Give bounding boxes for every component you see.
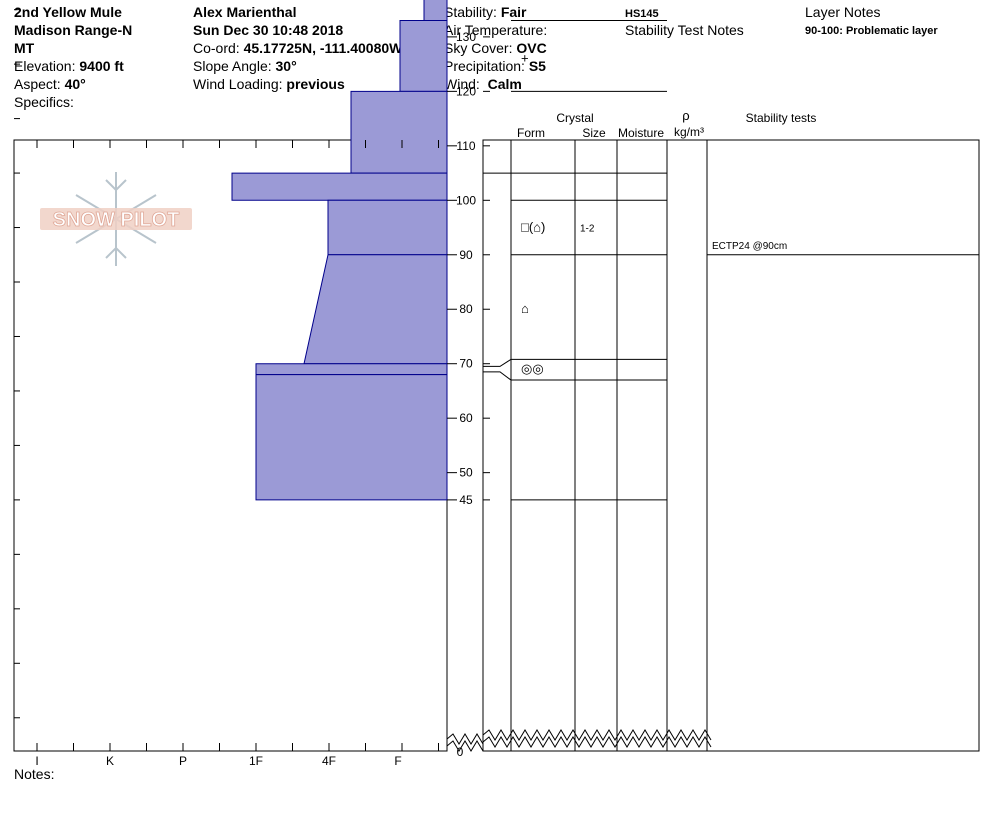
y-tick-label: 100 xyxy=(456,193,476,207)
layer-note: 90-100: Problematic layer xyxy=(805,25,938,37)
aspect-label: Aspect: xyxy=(14,76,61,92)
hardness-label-i: I xyxy=(35,754,38,768)
y-tick-label: 80 xyxy=(459,302,473,316)
crystal-form: □(⌂) xyxy=(521,220,545,235)
crystal-size: 1-2 xyxy=(580,224,595,235)
y-tick-label: 130 xyxy=(456,30,476,44)
elevation: Elevation: 9400 ft xyxy=(14,57,124,75)
stability: Stability: Fair xyxy=(444,3,527,21)
aspect: Aspect: 40° xyxy=(14,75,86,93)
snowflake-icon: SNOW PILOT xyxy=(40,172,192,266)
slope-value: 30° xyxy=(275,58,297,74)
hardness-layer xyxy=(231,172,448,201)
y-tick-label: 110 xyxy=(456,139,475,153)
density-unit: kg/m³ xyxy=(674,125,704,139)
wind-loading-value: previous xyxy=(286,76,345,92)
state: MT xyxy=(14,40,35,56)
wind-loading: Wind Loading: previous xyxy=(193,75,345,93)
precip-value: S5 xyxy=(528,58,546,74)
logo-text: SNOW PILOT xyxy=(53,209,180,231)
form-header: Form xyxy=(517,126,545,140)
hardness-label-4f: 4F xyxy=(322,754,336,768)
stability-test-notes: Stability Test Notes xyxy=(625,22,744,38)
coord-label: Co-ord: xyxy=(193,40,240,56)
y-tick-label: 120 xyxy=(456,84,476,98)
coord-value: 45.17725N, -111.40080W xyxy=(243,40,403,56)
crystal-form: + xyxy=(521,51,529,66)
stability-label: Stability: xyxy=(444,4,497,20)
density-header: ρ xyxy=(682,108,689,123)
elevation-value: 9400 ft xyxy=(79,58,124,74)
hardness-layer xyxy=(255,374,448,501)
y-tick-label: 90 xyxy=(459,248,473,262)
sky-cover: Sky Cover: OVC xyxy=(444,39,547,57)
hardness-layer xyxy=(350,90,448,174)
size-header: Size xyxy=(582,126,606,140)
wind-value: Calm xyxy=(487,76,522,92)
notes-label: Notes: xyxy=(14,766,55,782)
slope-label: Slope Angle: xyxy=(193,58,272,74)
axis-break xyxy=(446,733,484,745)
specifics-label: Specifics: xyxy=(14,94,74,110)
coordinates: Co-ord: 45.17725N, -111.40080W xyxy=(193,39,402,57)
y-tick-label: 50 xyxy=(459,466,473,480)
precip-label: Precipitation: xyxy=(444,58,525,74)
crystal-table-frame xyxy=(482,139,980,752)
hardness-label-k: K xyxy=(106,754,114,768)
snow-height: HS145 xyxy=(625,8,659,20)
moisture-header: Moisture xyxy=(618,126,664,140)
y-tick-label: 0 xyxy=(457,745,464,759)
mountain-range: Madison Range-N xyxy=(14,22,133,38)
location-name: 2nd Yellow Mule xyxy=(14,4,122,20)
y-tick-label: 70 xyxy=(459,357,473,371)
hardness-layer xyxy=(399,20,448,92)
layer-notes-title: Layer Notes xyxy=(805,4,881,20)
hardness-layer xyxy=(255,363,448,376)
hardness-label-f: F xyxy=(394,754,401,768)
sky-label: Sky Cover: xyxy=(444,40,513,56)
elevation-label: Elevation: xyxy=(14,58,76,74)
axis-break xyxy=(482,736,712,748)
axis-break xyxy=(446,740,484,752)
observer: Alex Marienthal xyxy=(193,4,297,20)
stability-value: Fair xyxy=(500,4,527,20)
slope-angle: Slope Angle: 30° xyxy=(193,57,297,75)
layer-connector xyxy=(483,358,512,367)
stability-tests-header: Stability tests xyxy=(746,111,817,125)
y-tick-label: 45 xyxy=(459,493,473,507)
y-tick-label: 60 xyxy=(459,411,473,425)
wind-label: Wind: xyxy=(444,76,480,92)
precipitation: Precipitation: S5 xyxy=(444,57,546,75)
air-temperature-label: Air Temperature: xyxy=(444,22,548,38)
snowpilot-logo: SNOW PILOT xyxy=(36,170,196,275)
hardness-layer xyxy=(303,254,448,365)
aspect-value: 40° xyxy=(64,76,86,92)
datetime: Sun Dec 30 10:48 2018 xyxy=(193,22,344,38)
hardness-layer xyxy=(327,199,448,256)
sky-value: OVC xyxy=(516,40,547,56)
hardness-label-p: P xyxy=(179,754,187,768)
stability-test-result: ECTP24 @90cm xyxy=(712,241,787,252)
wind-loading-label: Wind Loading: xyxy=(193,76,283,92)
hardness-layer xyxy=(423,0,448,22)
crystal-form: ◎◎ xyxy=(521,361,544,376)
crystal-header: Crystal xyxy=(556,111,593,125)
axis-break xyxy=(482,729,712,741)
layer-connector xyxy=(483,371,512,381)
crystal-form: ⌂ xyxy=(521,301,529,316)
wind: Wind: Calm xyxy=(444,75,522,93)
hardness-label-1f: 1F xyxy=(249,754,263,768)
